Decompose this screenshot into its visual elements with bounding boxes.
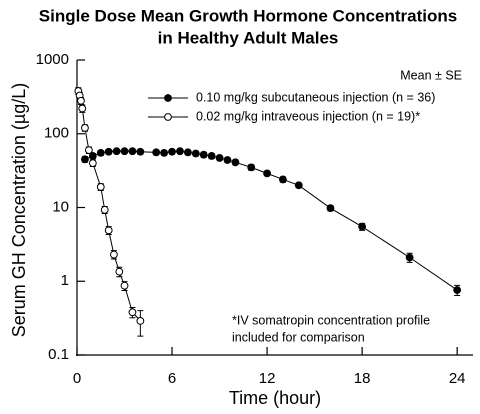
- x-tick-label: 0: [73, 370, 81, 387]
- x-tick-label: 6: [168, 370, 176, 387]
- data-point: [358, 222, 367, 231]
- data-point: [326, 204, 335, 213]
- y-tick-label: 10: [52, 198, 69, 215]
- data-point: [128, 308, 137, 317]
- x-tick-label: 18: [354, 370, 371, 387]
- chart-title: in Healthy Adult Males: [158, 28, 339, 47]
- legend-label: 0.10 mg/kg subcutaneous injection (n = 3…: [196, 90, 435, 104]
- data-point: [160, 148, 169, 157]
- data-point: [128, 147, 137, 156]
- data-point: [96, 183, 105, 191]
- data-point: [136, 316, 145, 325]
- data-point: [81, 155, 89, 164]
- data-point: [84, 146, 93, 155]
- data-point: [279, 175, 287, 184]
- data-point: [152, 148, 161, 157]
- y-tick-label: 1: [61, 272, 69, 289]
- data-point: [96, 148, 105, 157]
- chart-title: Single Dose Mean Growth Hormone Concentr…: [39, 6, 457, 25]
- data-point: [231, 158, 240, 167]
- data-point: [120, 147, 129, 156]
- data-point: [223, 156, 232, 164]
- x-tick-label: 24: [449, 370, 466, 387]
- data-point: [78, 104, 87, 113]
- data-point: [100, 205, 109, 214]
- legend-title: Mean ± SE: [400, 68, 462, 82]
- legend-label: 0.02 mg/kg intraveous injection (n = 19)…: [196, 109, 420, 123]
- data-point: [263, 169, 271, 178]
- y-tick-label: 100: [44, 125, 69, 142]
- data-point: [453, 286, 462, 294]
- data-point: [112, 147, 121, 156]
- x-axis-label: Time (hour): [229, 388, 321, 408]
- data-point: [120, 281, 129, 290]
- y-tick-label: 0.1: [48, 346, 69, 363]
- annotation: included for comparison: [232, 330, 365, 344]
- data-point: [405, 253, 414, 262]
- data-point: [247, 163, 256, 172]
- data-point: [104, 226, 113, 235]
- legend-marker: [164, 113, 172, 121]
- data-point: [168, 147, 176, 156]
- data-point: [215, 154, 224, 162]
- annotation: *IV somatropin concentration profile: [232, 313, 430, 327]
- data-point: [104, 147, 113, 156]
- data-point: [136, 147, 145, 156]
- data-point: [191, 149, 200, 158]
- x-tick-label: 12: [259, 370, 276, 387]
- data-point: [88, 159, 97, 167]
- data-point: [110, 250, 118, 259]
- series-line: [84, 150, 458, 291]
- data-point: [294, 181, 303, 190]
- data-point: [81, 124, 89, 132]
- legend-marker: [164, 94, 172, 102]
- data-point: [199, 150, 208, 159]
- y-axis-label: Serum GH Concentration (µg/L): [9, 83, 29, 337]
- y-tick-label: 1000: [36, 51, 69, 68]
- data-point: [207, 152, 216, 160]
- data-point: [183, 148, 192, 157]
- data-point: [176, 147, 184, 156]
- data-point: [115, 267, 124, 276]
- data-point: [77, 96, 85, 105]
